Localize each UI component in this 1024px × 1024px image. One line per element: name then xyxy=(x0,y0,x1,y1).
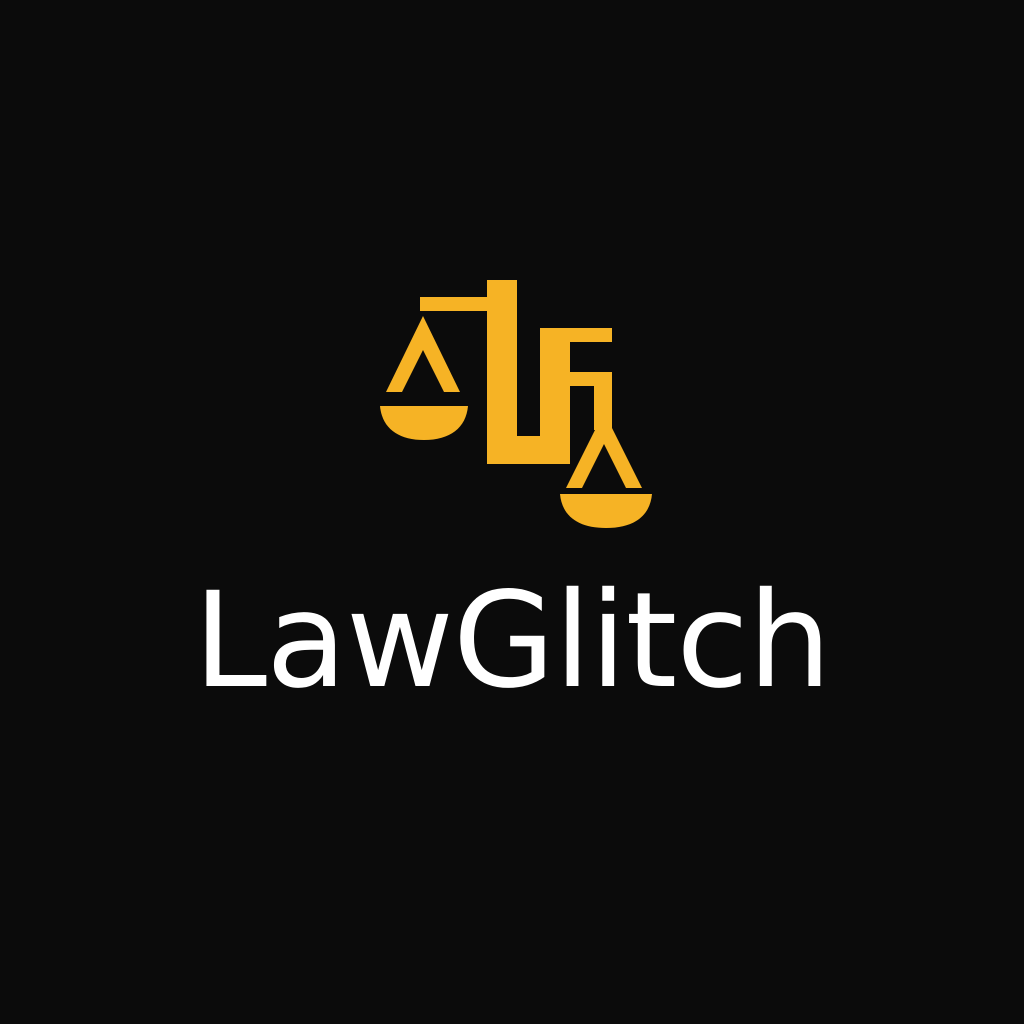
right-pan-bowl xyxy=(560,494,652,528)
letter-l-stem xyxy=(487,280,517,464)
left-pan-hanger xyxy=(386,316,460,392)
scale-beam xyxy=(420,297,500,311)
brand-name: LawGlitch xyxy=(193,564,831,718)
scales-of-justice-icon xyxy=(380,280,652,528)
left-pan-bowl xyxy=(380,406,468,440)
letter-g-cut xyxy=(570,342,594,372)
right-pan-hanger xyxy=(566,412,642,488)
letter-g-right xyxy=(594,372,612,430)
letter-g-left xyxy=(540,328,570,464)
